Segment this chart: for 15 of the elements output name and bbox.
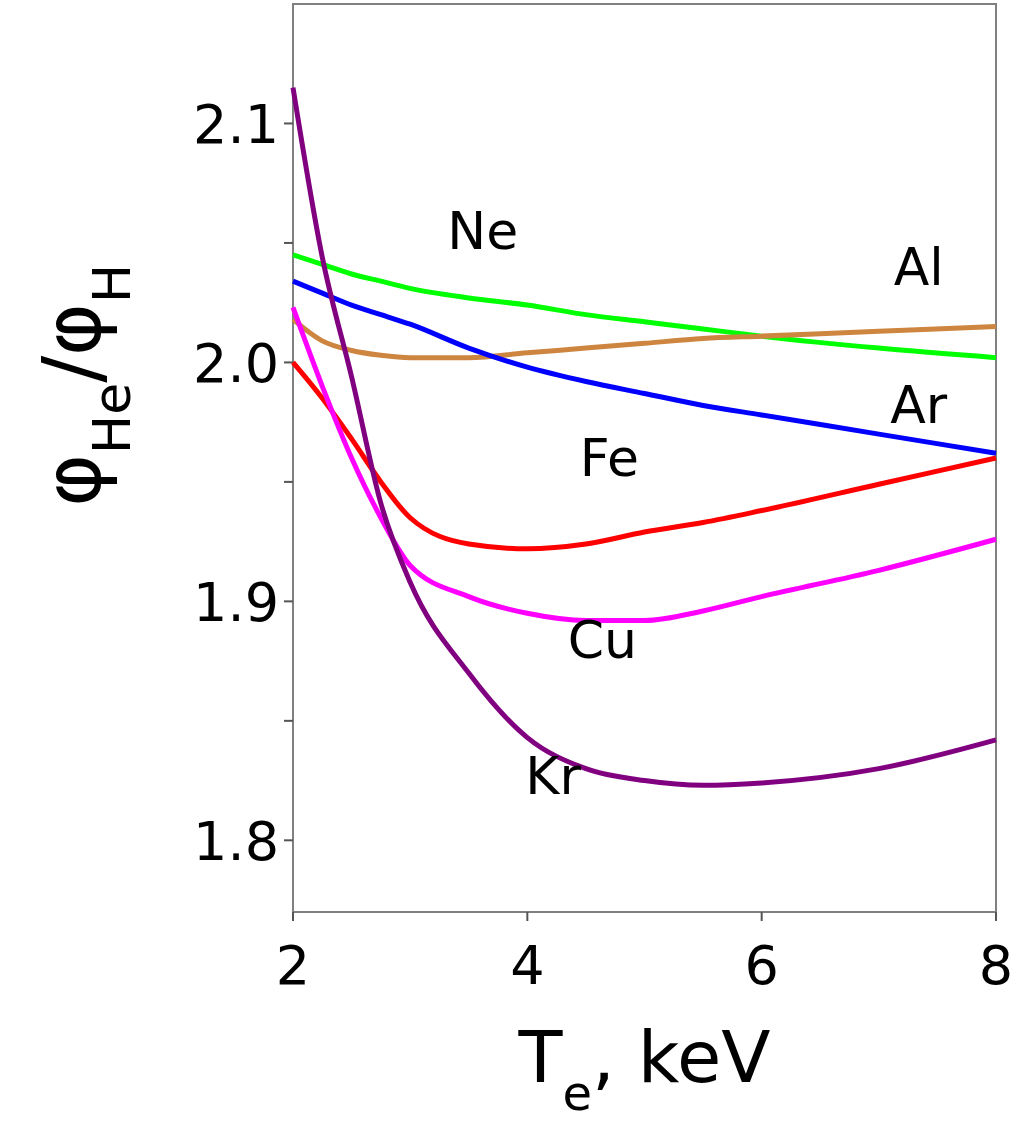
x-axis-title: T$_{e}$, keV [517,1015,771,1121]
x-tick-label: 4 [510,934,545,997]
x-tick-label: 2 [275,934,311,997]
series-label: Kr [525,745,582,806]
series-label: Al [893,237,944,298]
series-label: Fe [579,428,639,489]
series-label: Cu [567,609,637,670]
y-tick-label: 2.0 [193,331,279,395]
y-tick-label: 1.9 [193,570,279,634]
x-tick-label: 6 [744,934,779,997]
y-tick-label: 2.1 [193,92,279,156]
series-label: Ne [447,201,519,262]
series-label: Ar [890,375,948,436]
y-tick-label: 1.8 [193,809,279,873]
x-tick-label: 8 [978,934,1014,997]
